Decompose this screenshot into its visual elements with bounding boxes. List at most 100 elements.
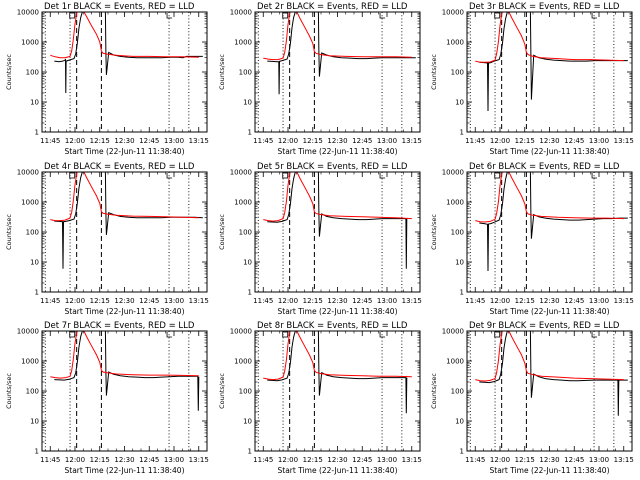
y-axis-label: Counts/sec — [430, 214, 438, 250]
y-tick-label: 1 — [248, 289, 252, 297]
chart-panel: Det 2r BLACK = Events, RED = LLD Counts/s… — [218, 2, 422, 156]
x-tick-label: 12:45 — [352, 137, 372, 145]
x-tick-label: 12:00 — [65, 456, 85, 464]
x-tick-label: 12:45 — [352, 456, 372, 464]
y-tick-label: 100 — [26, 388, 39, 396]
panel-title: Det 9r BLACK = Events, RED = LLD — [469, 321, 620, 331]
chart-panel: Det 3r BLACK = Events, RED = LLD Counts/s… — [430, 2, 634, 156]
y-tick-label: 1000 — [446, 199, 464, 207]
y-tick-label: 10 — [243, 99, 252, 107]
y-tick-label: 1000 — [21, 39, 39, 47]
x-tick-label: 12:45 — [139, 137, 159, 145]
plot-frame — [254, 171, 421, 293]
plot-frame — [254, 11, 421, 133]
x-tick-label: 13:00 — [589, 297, 609, 305]
top-marker — [69, 331, 76, 338]
x-tick-label: 13:15 — [189, 297, 209, 305]
x-tick-label: 12:00 — [490, 137, 510, 145]
x-tick-label: 12:15 — [90, 456, 110, 464]
plot-frame — [41, 330, 208, 452]
x-tick-label: 12:00 — [65, 137, 85, 145]
y-tick-label: 1000 — [446, 358, 464, 366]
x-tick-label: 12:30 — [114, 297, 134, 305]
x-tick-label: 12:45 — [564, 297, 584, 305]
y-tick-label: 10 — [30, 418, 39, 426]
x-tick-label: 12:15 — [515, 456, 535, 464]
y-axis-label: Counts/sec — [5, 54, 13, 90]
y-tick-label: 1 — [460, 129, 464, 137]
top-marker — [166, 13, 173, 19]
x-axis-label: Start Time (22-Jun-11 11:38:40) — [490, 147, 610, 156]
x-tick-label: 13:15 — [614, 137, 634, 145]
x-tick-label: 12:00 — [490, 297, 510, 305]
x-tick-label: 13:00 — [377, 456, 397, 464]
x-tick-label: 13:00 — [377, 297, 397, 305]
x-tick-label: 12:00 — [278, 456, 298, 464]
chart-panel: Det 8r BLACK = Events, RED = LLD Counts/s… — [218, 321, 422, 475]
x-tick-label: 12:00 — [490, 456, 510, 464]
x-tick-label: 12:15 — [303, 297, 323, 305]
chart-panel: Det 4r BLACK = Events, RED = LLD Counts/s… — [5, 162, 209, 316]
panel-title: Det 8r BLACK = Events, RED = LLD — [257, 321, 408, 331]
y-tick-label: 100 — [239, 69, 252, 77]
y-tick-label: 10 — [455, 418, 464, 426]
y-tick-label: 10000 — [230, 328, 252, 336]
x-tick-label: 13:15 — [189, 456, 209, 464]
x-tick-label: 11:45 — [465, 456, 485, 464]
y-tick-label: 1000 — [446, 39, 464, 47]
lld-series-line — [263, 12, 412, 61]
panel-title: Det 7r BLACK = Events, RED = LLD — [44, 321, 195, 331]
panel-title: Det 4r BLACK = Events, RED = LLD — [44, 162, 195, 172]
lld-series-line — [263, 172, 412, 222]
x-tick-label: 13:15 — [614, 297, 634, 305]
events-series-line — [267, 12, 416, 95]
x-tick-label: 13:00 — [377, 137, 397, 145]
x-tick-label: 12:00 — [278, 137, 298, 145]
x-tick-label: 13:00 — [164, 297, 184, 305]
chart-panel: Det 9r BLACK = Events, RED = LLD Counts/s… — [430, 321, 634, 475]
events-series-line — [267, 331, 408, 414]
y-tick-label: 1000 — [234, 199, 252, 207]
y-tick-label: 10000 — [442, 169, 464, 177]
x-tick-label: 13:00 — [589, 456, 609, 464]
y-tick-label: 1 — [460, 448, 464, 456]
y-axis-label: Counts/sec — [5, 373, 13, 409]
x-axis-label: Start Time (22-Jun-11 11:38:40) — [490, 307, 610, 316]
x-tick-label: 12:45 — [564, 137, 584, 145]
y-tick-label: 10000 — [442, 9, 464, 17]
x-tick-label: 11:45 — [253, 137, 273, 145]
y-tick-label: 10 — [455, 259, 464, 267]
events-series-line — [54, 172, 203, 269]
y-tick-label: 1000 — [21, 199, 39, 207]
events-series-line — [267, 172, 408, 269]
y-tick-label: 10000 — [230, 169, 252, 177]
x-tick-label: 12:30 — [114, 456, 134, 464]
top-marker — [166, 332, 173, 338]
x-tick-label: 13:00 — [589, 137, 609, 145]
chart-panel: Det 5r BLACK = Events, RED = LLD Counts/s… — [218, 162, 422, 316]
x-tick-label: 12:15 — [515, 137, 535, 145]
lld-series-line — [263, 331, 412, 381]
lld-series-line — [475, 172, 624, 223]
x-axis-label: Start Time (22-Jun-11 11:38:40) — [65, 307, 185, 316]
top-marker — [282, 172, 289, 179]
x-axis-label: Start Time (22-Jun-11 11:38:40) — [278, 307, 398, 316]
y-axis-label: Counts/sec — [218, 54, 226, 90]
chart-panel: Det 1r BLACK = Events, RED = LLD Counts/s… — [5, 2, 209, 156]
x-tick-label: 13:15 — [189, 137, 209, 145]
y-tick-label: 1 — [248, 129, 252, 137]
top-marker — [282, 12, 289, 19]
x-axis-label: Start Time (22-Jun-11 11:38:40) — [278, 147, 398, 156]
y-tick-label: 100 — [239, 229, 252, 237]
top-marker — [494, 12, 501, 19]
y-tick-label: 10 — [243, 259, 252, 267]
y-tick-label: 10 — [30, 259, 39, 267]
y-tick-label: 1 — [248, 448, 252, 456]
x-tick-label: 12:30 — [327, 456, 347, 464]
y-tick-label: 10 — [455, 99, 464, 107]
lld-series-line — [475, 331, 624, 382]
lld-series-line — [50, 12, 199, 59]
chart-panel: Det 6r BLACK = Events, RED = LLD Counts/s… — [430, 162, 634, 316]
y-tick-label: 100 — [451, 69, 464, 77]
x-tick-label: 11:45 — [465, 297, 485, 305]
